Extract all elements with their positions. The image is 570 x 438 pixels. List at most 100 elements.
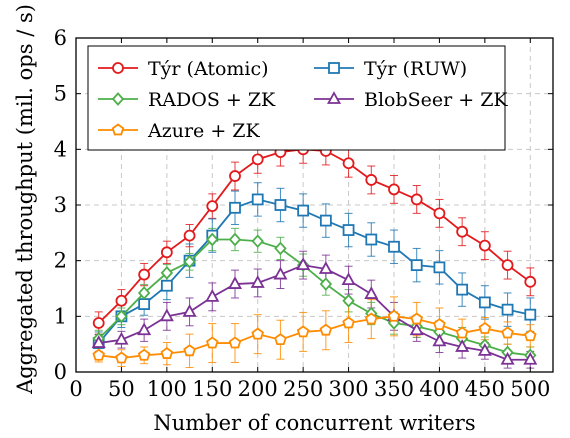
data-point (478, 296, 491, 309)
y-axis-label: Aggregated throughput (mil. ops / s) (13, 4, 37, 395)
data-point (159, 308, 174, 322)
data-point (478, 239, 491, 252)
legend-marker (328, 62, 340, 74)
series-2-errorbars (94, 227, 535, 365)
data-point (137, 348, 151, 361)
data-point (456, 283, 469, 296)
x-tick-label: 150 (192, 377, 232, 401)
legend-marker (112, 62, 124, 74)
y-tick-label: 3 (54, 193, 67, 217)
data-point (478, 321, 492, 334)
data-point (319, 323, 333, 336)
data-point (524, 308, 537, 321)
x-tick-label: 350 (374, 377, 414, 401)
data-point (523, 351, 538, 365)
data-point (433, 207, 446, 220)
series-2 (92, 232, 537, 363)
data-point (91, 335, 106, 348)
data-point (433, 261, 446, 274)
x-tick-label: 0 (69, 377, 82, 401)
data-point (432, 333, 447, 347)
series-1-errorbars (94, 182, 535, 355)
data-point (500, 351, 515, 365)
data-point (273, 266, 288, 280)
data-point (296, 257, 311, 271)
series-0 (92, 143, 537, 329)
data-point (205, 336, 219, 349)
legend-label: Azure + ZK (147, 120, 260, 142)
series-1 (92, 193, 537, 349)
y-tick-label: 2 (54, 249, 67, 273)
x-tick-label: 250 (283, 377, 323, 401)
data-point (410, 259, 423, 272)
data-point (342, 316, 355, 329)
legend: Týr (Atomic) Týr (RUW) RADOS + ZK BlobSeer … (87, 45, 508, 151)
data-point (92, 317, 105, 329)
data-point (342, 293, 355, 308)
data-point (387, 309, 401, 322)
data-point (205, 288, 220, 302)
data-point (115, 294, 128, 307)
y-tick-label: 6 (54, 26, 67, 50)
legend-item: RADOS + ZK (98, 89, 276, 111)
data-point (251, 193, 264, 206)
data-point (455, 339, 470, 352)
x-axis-label: Number of concurrent writers (153, 411, 475, 435)
x-tick-label: 50 (108, 377, 135, 401)
data-point (342, 224, 355, 236)
data-point (477, 342, 492, 356)
data-point (250, 275, 265, 288)
legend-label: Týr (Atomic) (148, 58, 269, 80)
y-tick-label: 4 (54, 137, 67, 161)
x-tick-label: 200 (238, 377, 278, 401)
data-point (183, 344, 196, 357)
x-tick-label: 450 (465, 377, 505, 401)
legend-label: Týr (RUW) (364, 58, 467, 80)
data-point (341, 272, 356, 286)
data-point (251, 153, 264, 166)
data-point (274, 199, 287, 211)
data-point (183, 254, 196, 269)
data-point (251, 327, 265, 340)
data-point (138, 268, 151, 281)
data-point (501, 303, 514, 316)
data-point (388, 240, 400, 253)
series-layer (91, 134, 538, 369)
data-point (138, 298, 151, 310)
data-point (410, 312, 424, 325)
legend-marker (326, 91, 342, 104)
data-point (228, 336, 242, 349)
legend-marker (111, 123, 125, 136)
data-point (206, 232, 219, 247)
data-point (92, 348, 106, 361)
legend-marker (111, 92, 125, 106)
data-point (228, 232, 242, 247)
data-point (227, 276, 243, 289)
x-tick-label: 500 (510, 377, 550, 401)
data-point (388, 183, 400, 196)
data-point (115, 309, 128, 324)
x-tick-label: 300 (329, 377, 369, 401)
data-point (501, 259, 514, 272)
data-point (160, 279, 173, 292)
legend-item: Týr (RUW) (314, 58, 467, 80)
legend-item: Azure + ZK (98, 120, 260, 142)
data-point (319, 277, 333, 291)
series-4 (92, 309, 537, 364)
data-point (114, 331, 129, 345)
data-point (296, 325, 310, 338)
data-point (433, 318, 446, 331)
data-point (183, 229, 196, 242)
data-point (318, 261, 333, 274)
x-tick-label: 400 (419, 377, 459, 401)
data-point (342, 157, 355, 170)
data-point (160, 347, 174, 359)
data-point (501, 326, 514, 339)
data-point (182, 304, 197, 317)
data-point (523, 329, 537, 342)
data-point (319, 214, 332, 227)
data-point (297, 204, 310, 217)
axes: 0 50 100 150 200 250 300 350 400 450 500 0 1 2 3 4 5 6 (54, 26, 553, 401)
data-point (455, 326, 469, 339)
